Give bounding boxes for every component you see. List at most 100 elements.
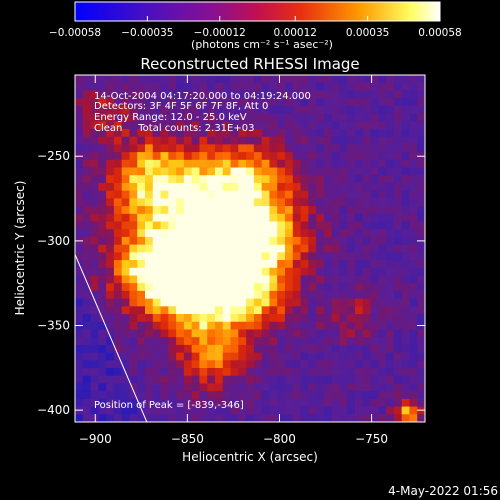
heatmap-pixel — [308, 321, 317, 330]
heatmap-pixel — [300, 90, 309, 99]
heatmap-pixel — [393, 206, 403, 215]
heatmap-pixel — [246, 182, 255, 192]
heatmap-pixel — [269, 236, 278, 246]
heatmap-pixel — [355, 398, 364, 407]
heatmap-pixel — [113, 221, 123, 230]
heatmap-pixel — [300, 398, 309, 407]
heatmap-pixel — [222, 206, 231, 215]
heatmap-pixel — [370, 221, 379, 230]
heatmap-pixel — [183, 98, 193, 107]
heatmap-pixel — [230, 175, 239, 184]
heatmap-pixel — [230, 406, 239, 415]
heatmap-pixel — [331, 167, 340, 176]
heatmap-pixel — [331, 159, 340, 168]
y-axis-label: Heliocentric Y (arcsec) — [13, 181, 27, 316]
heatmap-pixel — [160, 414, 169, 422]
heatmap-pixel — [106, 221, 115, 230]
heatmap-pixel — [339, 90, 348, 99]
heatmap-pixel — [98, 152, 107, 161]
heatmap-pixel — [215, 398, 224, 407]
heatmap-pixel — [98, 159, 107, 168]
heatmap-pixel — [292, 352, 301, 361]
heatmap-pixel — [339, 298, 348, 307]
heatmap-pixel — [331, 82, 340, 91]
heatmap-pixel — [246, 337, 255, 346]
heatmap-pixel — [386, 175, 395, 184]
heatmap-pixel — [121, 213, 130, 222]
heatmap-pixel — [160, 105, 169, 114]
heatmap-pixel — [121, 329, 130, 338]
heatmap-pixel — [285, 267, 294, 276]
heatmap-pixel — [401, 406, 410, 415]
heatmap-pixel — [238, 121, 247, 130]
heatmap-pixel — [230, 314, 239, 323]
heatmap-pixel — [355, 375, 364, 384]
heatmap-pixel — [409, 290, 418, 300]
heatmap-pixel — [145, 414, 154, 422]
heatmap-pixel — [393, 368, 403, 377]
heatmap-pixel — [300, 337, 309, 346]
heatmap-pixel — [300, 283, 309, 292]
heatmap-pixel — [207, 414, 216, 422]
heatmap-pixel — [137, 383, 146, 392]
heatmap-pixel — [75, 190, 84, 199]
heatmap-pixel — [82, 260, 91, 269]
heatmap-pixel — [378, 398, 387, 407]
heatmap-pixel — [160, 252, 169, 261]
heatmap-pixel — [409, 414, 418, 422]
heatmap-pixel — [176, 290, 185, 300]
heatmap-pixel — [409, 144, 418, 153]
heatmap-pixel — [215, 213, 224, 222]
heatmap-pixel — [176, 167, 185, 176]
heatmap-pixel — [386, 236, 395, 246]
heatmap-pixel — [300, 414, 309, 422]
heatmap-pixel — [285, 128, 294, 138]
heatmap-pixel — [75, 244, 84, 253]
heatmap-pixel — [129, 375, 138, 384]
heatmap-pixel — [168, 360, 177, 369]
heatmap-pixel — [238, 144, 247, 153]
heatmap-pixel — [246, 298, 255, 307]
heatmap-pixel — [339, 391, 348, 400]
heatmap-pixel — [409, 175, 418, 184]
heatmap-pixel — [199, 206, 208, 215]
heatmap-pixel — [113, 144, 123, 153]
heatmap-pixel — [323, 368, 333, 377]
heatmap-pixel — [253, 229, 263, 238]
heatmap-pixel — [285, 290, 294, 300]
heatmap-pixel — [75, 98, 84, 107]
heatmap-pixel — [362, 260, 371, 269]
heatmap-pixel — [238, 98, 247, 107]
heatmap-pixel — [316, 329, 325, 338]
heatmap-pixel — [215, 306, 224, 315]
heatmap-pixel — [75, 283, 84, 292]
heatmap-pixel — [176, 198, 185, 207]
heatmap-pixel — [152, 391, 161, 400]
heatmap-pixel — [292, 136, 301, 145]
heatmap-pixel — [137, 298, 146, 307]
x-tick-label: −800 — [263, 432, 296, 446]
heatmap-pixel — [269, 90, 278, 99]
heatmap-pixel — [285, 236, 294, 246]
heatmap-pixel — [261, 267, 270, 276]
heatmap-pixel — [308, 275, 317, 284]
heatmap-pixel — [386, 368, 395, 377]
heatmap-pixel — [75, 352, 84, 361]
heatmap-pixel — [98, 236, 107, 246]
heatmap-pixel — [113, 391, 123, 400]
heatmap-pixel — [401, 213, 410, 222]
heatmap-pixel — [246, 90, 255, 99]
heatmap-pixel — [168, 128, 177, 138]
heatmap-pixel — [98, 221, 107, 230]
heatmap-pixel — [417, 290, 425, 300]
heatmap-pixel — [113, 182, 123, 192]
heatmap-pixel — [308, 198, 317, 207]
heatmap-pixel — [129, 105, 138, 114]
heatmap-pixel — [308, 383, 317, 392]
heatmap-pixel — [277, 306, 286, 315]
heatmap-pixel — [199, 159, 208, 168]
heatmap-pixel — [261, 306, 270, 315]
heatmap-pixel — [113, 121, 123, 130]
heatmap-pixel — [370, 98, 379, 107]
heatmap-pixel — [277, 375, 286, 384]
